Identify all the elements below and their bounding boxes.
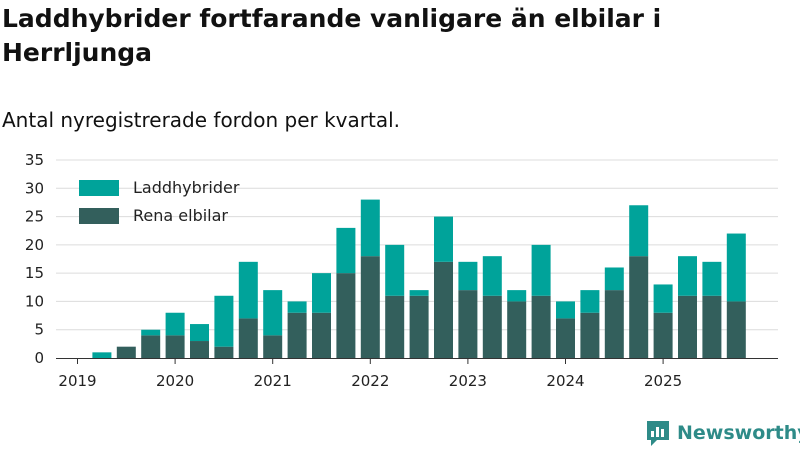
x-tick-label: 2021 <box>254 372 292 390</box>
bar-rena-elbilar <box>482 295 502 358</box>
bar-rena-elbilar <box>385 295 405 358</box>
y-tick-label: 15 <box>25 264 44 282</box>
bar-rena-elbilar <box>604 290 624 358</box>
x-tick-label: 2019 <box>58 372 96 390</box>
bar-laddhybrider <box>458 261 478 291</box>
chart-title: Laddhybrider fortfarande vanligare än el… <box>2 4 662 67</box>
bar-laddhybrider <box>336 227 356 274</box>
y-tick-label: 20 <box>25 236 44 254</box>
newsworthy-logo-icon <box>647 421 669 446</box>
x-axis: 2019 2020 2021 2022 2023 2024 2025 <box>56 358 778 390</box>
y-tick-label: 0 <box>34 349 44 367</box>
bar-rena-elbilar <box>336 273 356 358</box>
bar-laddhybrider <box>556 301 575 319</box>
bar-rena-elbilar <box>580 312 600 358</box>
bar-laddhybrider <box>726 233 746 302</box>
bar-laddhybrider <box>604 267 624 291</box>
bar-laddhybrider <box>507 290 527 302</box>
bar-rena-elbilar <box>726 301 746 358</box>
legend-swatch <box>79 208 119 224</box>
x-tick-label: 2025 <box>644 372 682 390</box>
bar-rena-elbilar <box>556 318 575 358</box>
bar-laddhybrider <box>385 244 405 296</box>
bar-laddhybrider <box>360 199 380 257</box>
bar-laddhybrider <box>653 284 673 313</box>
y-axis-ticks: 0 5 10 15 20 25 30 35 <box>25 151 44 367</box>
bar-laddhybrider <box>287 301 307 313</box>
bar-rena-elbilar <box>678 295 697 358</box>
y-tick-label: 25 <box>25 208 44 226</box>
bar-laddhybrider <box>214 295 234 347</box>
bar-laddhybrider <box>263 290 283 336</box>
bar-rena-elbilar <box>287 312 307 358</box>
x-tick-label: 2020 <box>156 372 194 390</box>
y-tick-label: 5 <box>34 321 44 339</box>
y-tick-label: 35 <box>25 151 44 169</box>
bar-laddhybrider <box>678 256 697 296</box>
bar-laddhybrider <box>312 273 331 313</box>
bar-rena-elbilar <box>190 341 209 358</box>
bar-rena-elbilar <box>360 256 380 358</box>
logo-text: Newsworthy <box>677 422 800 444</box>
bar-rena-elbilar <box>409 295 429 358</box>
legend-label: Rena elbilar <box>133 206 228 225</box>
bars <box>92 199 746 358</box>
bar-laddhybrider <box>434 216 453 262</box>
legend-label: Laddhybrider <box>133 178 240 197</box>
x-tick-label: 2023 <box>449 372 487 390</box>
y-tick-label: 10 <box>25 292 44 310</box>
bar-laddhybrider <box>482 256 502 296</box>
bar-rena-elbilar <box>507 301 527 358</box>
bar-laddhybrider <box>141 329 161 336</box>
bar-laddhybrider <box>409 290 429 296</box>
bar-rena-elbilar <box>214 346 234 358</box>
bar-laddhybrider <box>580 290 600 313</box>
legend-swatch <box>79 180 119 196</box>
bar-rena-elbilar <box>434 261 453 358</box>
bar-rena-elbilar <box>263 335 283 358</box>
bar-laddhybrider <box>238 261 258 319</box>
bar-rena-elbilar <box>531 295 551 358</box>
bar-rena-elbilar <box>312 312 331 358</box>
bar-rena-elbilar <box>165 335 185 358</box>
bar-rena-elbilar <box>141 335 161 358</box>
y-tick-label: 30 <box>25 179 44 197</box>
bar-rena-elbilar <box>629 256 649 358</box>
bar-rena-elbilar <box>653 312 673 358</box>
chart-subtitle: Antal nyregistrerade fordon per kvartal. <box>2 108 401 132</box>
bar-laddhybrider <box>531 244 551 296</box>
bar-rena-elbilar <box>116 346 136 358</box>
legend: Laddhybrider Rena elbilar <box>79 178 240 225</box>
bar-laddhybrider <box>702 261 722 296</box>
bar-laddhybrider <box>190 324 209 342</box>
bar-laddhybrider <box>629 205 649 257</box>
x-tick-label: 2022 <box>351 372 389 390</box>
bar-rena-elbilar <box>238 318 258 358</box>
x-tick-label: 2024 <box>546 372 584 390</box>
bar-rena-elbilar <box>702 295 722 358</box>
bar-rena-elbilar <box>458 290 478 358</box>
newsworthy-logo: Newsworthy <box>645 418 800 448</box>
bar-laddhybrider <box>165 312 185 336</box>
bar-laddhybrider <box>92 352 112 358</box>
